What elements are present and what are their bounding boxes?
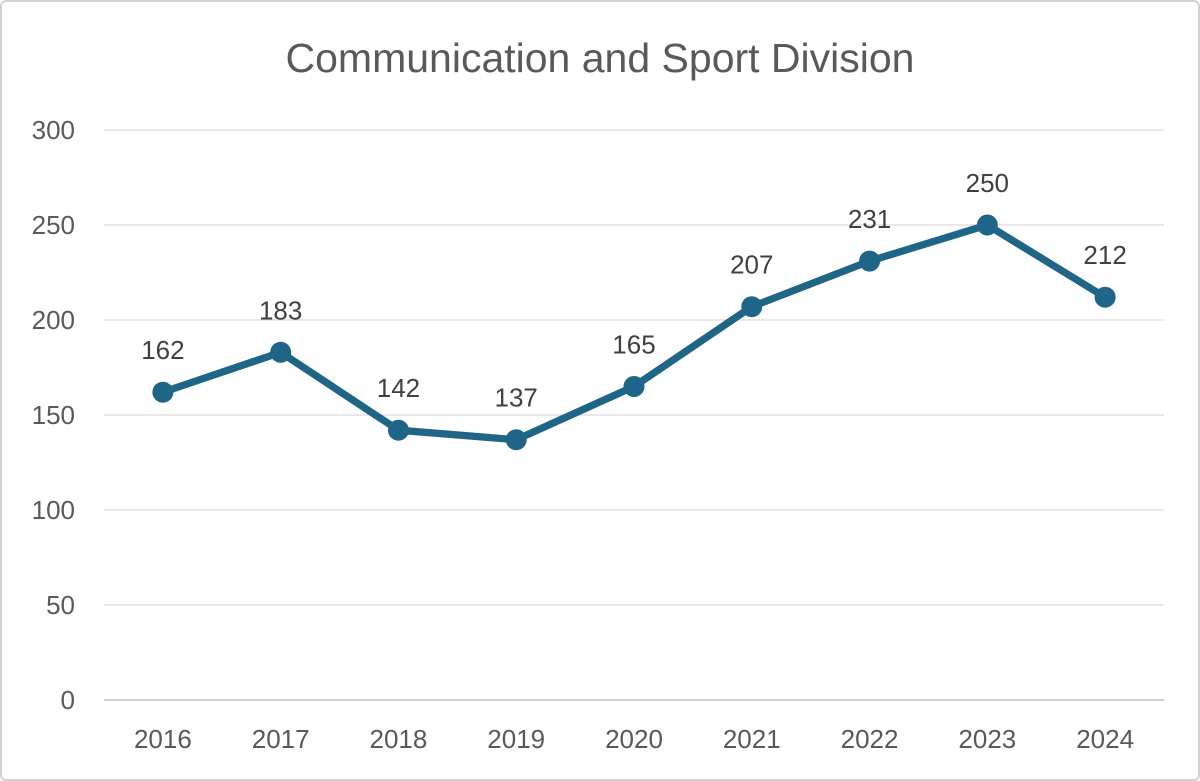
chart-title: Communication and Sport Division	[285, 35, 915, 81]
data-label: 231	[848, 204, 891, 234]
data-label: 212	[1083, 240, 1126, 270]
data-label: 162	[141, 335, 184, 365]
data-label: 207	[730, 250, 773, 280]
y-tick-label: 100	[32, 495, 75, 525]
y-tick-label: 250	[32, 210, 75, 240]
x-tick-label: 2022	[841, 724, 899, 754]
data-point	[741, 296, 763, 318]
x-tick-label: 2019	[487, 724, 545, 754]
data-point	[152, 381, 174, 403]
y-tick-label: 0	[61, 685, 75, 715]
x-tick-label: 2024	[1076, 724, 1134, 754]
data-point	[1094, 286, 1116, 308]
data-label: 183	[259, 295, 302, 325]
data-point	[976, 214, 998, 236]
data-label: 142	[377, 373, 420, 403]
data-point	[505, 429, 527, 451]
y-tick-label: 300	[32, 115, 75, 145]
data-label: 137	[495, 383, 538, 413]
y-tick-label: 50	[46, 590, 75, 620]
y-tick-label: 200	[32, 305, 75, 335]
x-tick-label: 2017	[252, 724, 310, 754]
x-tick-label: 2020	[605, 724, 663, 754]
x-tick-label: 2023	[958, 724, 1016, 754]
data-point	[623, 376, 645, 397]
data-label: 250	[966, 168, 1009, 198]
data-point	[387, 419, 409, 441]
x-tick-label: 2016	[134, 724, 192, 754]
data-label: 165	[612, 330, 655, 360]
x-tick-label: 2018	[370, 724, 428, 754]
x-tick-label: 2021	[723, 724, 781, 754]
y-tick-label: 150	[32, 400, 75, 430]
data-point	[270, 341, 292, 363]
data-point	[859, 250, 881, 272]
